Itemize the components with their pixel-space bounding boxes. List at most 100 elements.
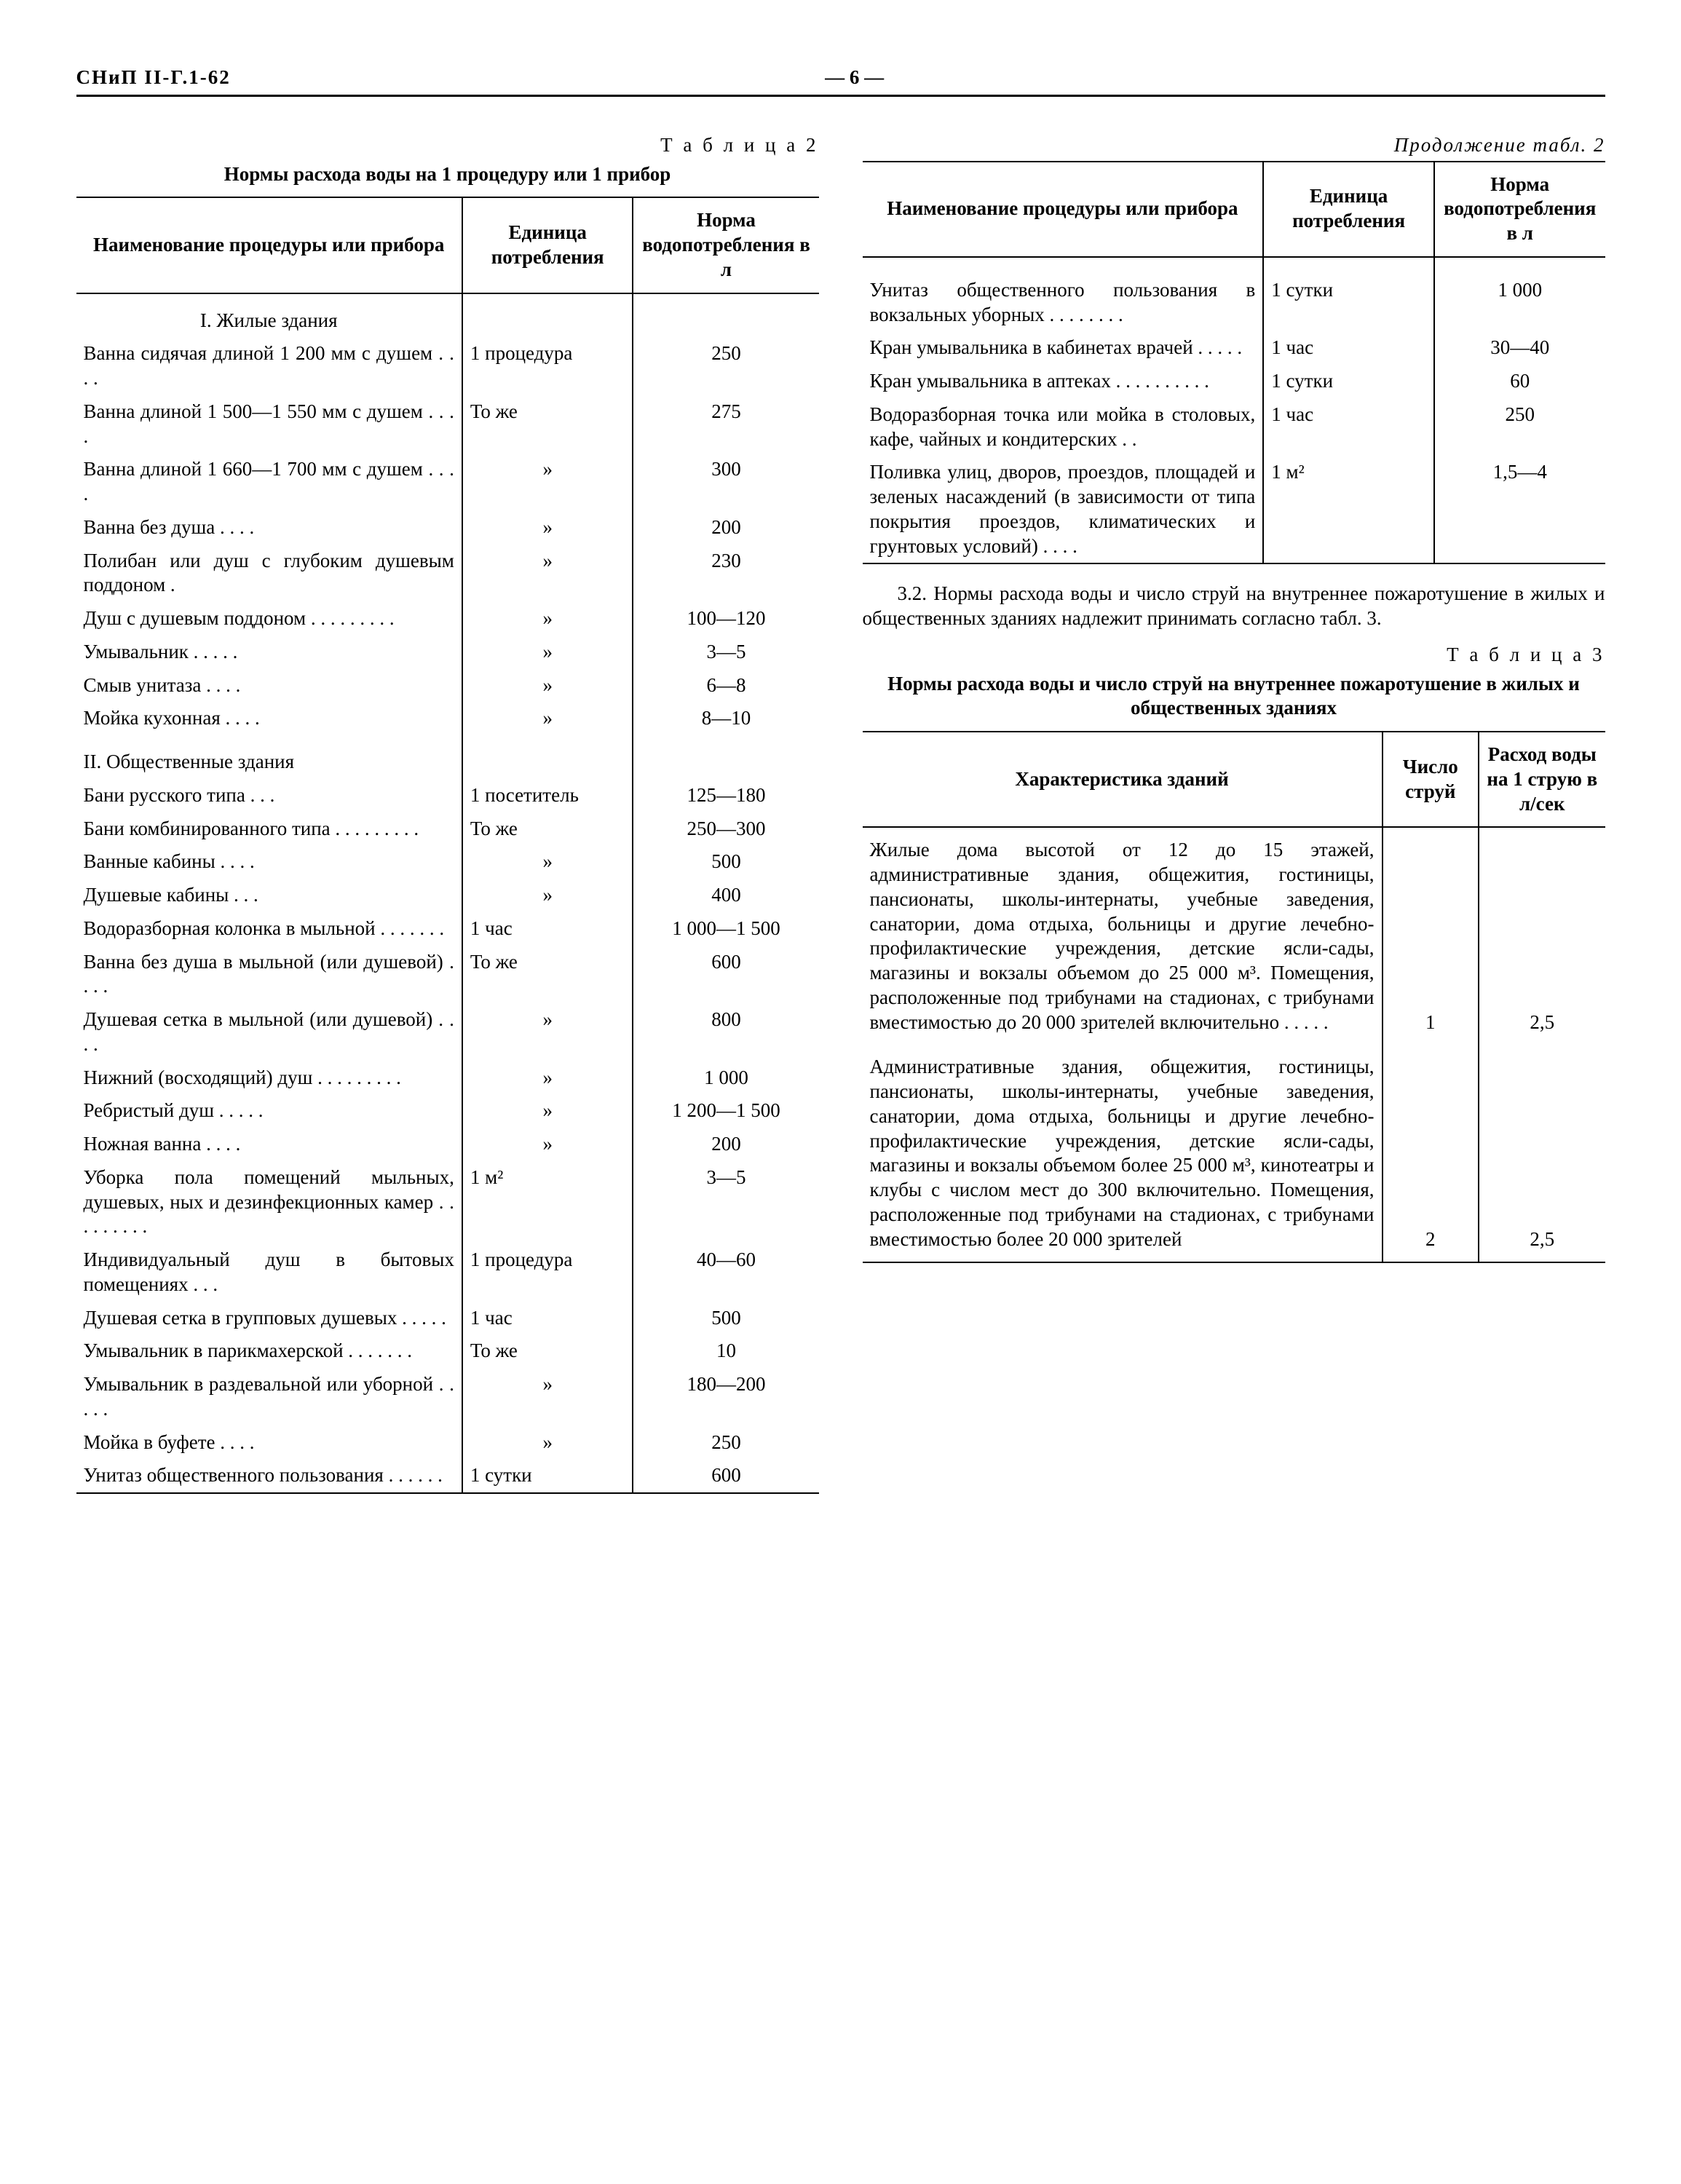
cell-name: Поливка улиц, дворов, проездов, площадей… xyxy=(863,456,1264,563)
cell-name: Ванные кабины . . . . xyxy=(76,845,462,879)
page-header: СНиП II-Г.1-62 — 6 — СНиП II-Г.1-62 xyxy=(76,66,1605,97)
cell-unit: » xyxy=(462,1003,633,1061)
cell-unit: 1 процедура xyxy=(462,1243,633,1302)
cell-unit: » xyxy=(462,1128,633,1161)
cell-unit: 1 сутки xyxy=(462,1459,633,1493)
cell-value: 40—60 xyxy=(633,1243,818,1302)
cell-unit: То же xyxy=(462,395,633,454)
cell-name: Ребристый душ . . . . . xyxy=(76,1094,462,1128)
table-row: Умывальник . . . . .»3—5 xyxy=(76,636,819,669)
cell-value: 1 000—1 500 xyxy=(633,912,818,946)
table-row: Водоразборная точка или мойка в столовых… xyxy=(863,398,1605,456)
cell-unit: То же xyxy=(462,946,633,1004)
cell-name: Ванна без душа . . . . xyxy=(76,511,462,545)
cell-unit: » xyxy=(462,1061,633,1095)
page-number: — 6 — xyxy=(825,66,884,90)
cell-value: 600 xyxy=(633,946,818,1004)
table-row: Водоразборная колонка в мыльной . . . . … xyxy=(76,912,819,946)
cell-name: Душевая сетка в групповых душевых . . . … xyxy=(76,1302,462,1335)
cell-value: 800 xyxy=(633,1003,818,1061)
table-row: Унитаз общественного пользования в вокза… xyxy=(863,274,1605,332)
right-column: Продолжение табл. 2 Наименование процеду… xyxy=(863,126,1605,1494)
table-row: Ванна без душа в мыльной (или душевой) .… xyxy=(76,946,819,1004)
table-row: Душ с душевым поддоном . . . . . . . . .… xyxy=(76,602,819,636)
t2-col1: Наименование процедуры или прибора xyxy=(76,197,462,293)
table-row: Мойка кухонная . . . .»8—10 xyxy=(76,702,819,735)
table-row: Мойка в буфете . . . .»250 xyxy=(76,1426,819,1460)
cell-name: Нижний (восходящий) душ . . . . . . . . … xyxy=(76,1061,462,1095)
cell-value: 100—120 xyxy=(633,602,818,636)
cell-name: Ванна длиной 1 660—1 700 мм с душем . . … xyxy=(76,453,462,511)
cell-unit: 1 час xyxy=(462,912,633,946)
cell-description: Административные здания, общежития, гост… xyxy=(863,1045,1383,1262)
table-row: Смыв унитаза . . . .»6—8 xyxy=(76,669,819,703)
cell-name: Ванна без душа в мыльной (или душевой) .… xyxy=(76,946,462,1004)
table-row: Индивидуальный душ в бытовых помещениях … xyxy=(76,1243,819,1302)
cell-name: Индивидуальный душ в бытовых помещениях … xyxy=(76,1243,462,1302)
cell-unit: 1 м² xyxy=(1263,456,1434,563)
cell-name: Бани русского типа . . . xyxy=(76,779,462,812)
cell-name: Полибан или душ с глубоким душевым поддо… xyxy=(76,545,462,603)
cell-value: 180—200 xyxy=(633,1368,818,1426)
table2-header-row: Наименование процедуры или прибора Едини… xyxy=(76,197,819,293)
cell-value: 200 xyxy=(633,511,818,545)
cell-unit: 1 час xyxy=(1263,331,1434,365)
cell-value: 8—10 xyxy=(633,702,818,735)
cell-value: 250 xyxy=(633,1426,818,1460)
cell-value: 600 xyxy=(633,1459,818,1493)
table-row: Уборка пола помещений мыльных, душевых, … xyxy=(76,1161,819,1243)
table-row: Ребристый душ . . . . .»1 200—1 500 xyxy=(76,1094,819,1128)
table-row: Ванна длиной 1 500—1 550 мм с душем . . … xyxy=(76,395,819,454)
cell-unit: 1 сутки xyxy=(1263,274,1434,332)
table2-section-1: I. Жилые здания xyxy=(76,293,819,338)
cell-name: Мойка в буфете . . . . xyxy=(76,1426,462,1460)
cell-name: Мойка кухонная . . . . xyxy=(76,702,462,735)
cell-value: 500 xyxy=(633,1302,818,1335)
table-row: Полибан или душ с глубоким душевым поддо… xyxy=(76,545,819,603)
table2-cont-header-row: Наименование процедуры или прибора Едини… xyxy=(863,162,1605,257)
cell-unit: » xyxy=(462,1094,633,1128)
table2-label: Т а б л и ц а 2 xyxy=(76,133,819,158)
table-row: Ножная ванна . . . .»200 xyxy=(76,1128,819,1161)
cell-unit: » xyxy=(462,602,633,636)
t3-col3: Расход воды на 1 струю в л/сек xyxy=(1479,732,1605,827)
cell-value: 300 xyxy=(633,453,818,511)
cell-unit: » xyxy=(462,453,633,511)
table2-cont-label: Продолжение табл. 2 xyxy=(863,133,1605,158)
cell-value: 3—5 xyxy=(633,636,818,669)
cell-unit: То же xyxy=(462,1334,633,1368)
cell-unit: 1 м² xyxy=(462,1161,633,1243)
cell-unit: » xyxy=(462,1368,633,1426)
cell-value: 250 xyxy=(633,337,818,395)
cell-unit: » xyxy=(462,1426,633,1460)
table-row: Поливка улиц, дворов, проездов, площадей… xyxy=(863,456,1605,563)
cell-name: Умывальник в парикмахерской . . . . . . … xyxy=(76,1334,462,1368)
cell-name: Унитаз общественного пользования . . . .… xyxy=(76,1459,462,1493)
t2c-col1: Наименование процедуры или прибора xyxy=(863,162,1264,257)
table-row: Ванна сидячая длиной 1 200 мм с душем . … xyxy=(76,337,819,395)
cell-value: 275 xyxy=(633,395,818,454)
table-row: Душевая сетка в групповых душевых . . . … xyxy=(76,1302,819,1335)
cell-description: Жилые дома высотой от 12 до 15 этажей, а… xyxy=(863,827,1383,1045)
table-row: Ванна без душа . . . .»200 xyxy=(76,511,819,545)
cell-name: Бани комбинированного типа . . . . . . .… xyxy=(76,812,462,846)
cell-name: Унитаз общественного пользования в вокза… xyxy=(863,274,1264,332)
cell-value: 1,5—4 xyxy=(1434,456,1605,563)
cell-unit: 1 сутки xyxy=(1263,365,1434,398)
cell-unit: » xyxy=(462,636,633,669)
table-row: Жилые дома высотой от 12 до 15 этажей, а… xyxy=(863,827,1605,1045)
cell-name: Душевая сетка в мыльной (или душевой) . … xyxy=(76,1003,462,1061)
paragraph-3-2: 3.2. Нормы расхода воды и число струй на… xyxy=(863,582,1605,631)
cell-value: 1 000 xyxy=(633,1061,818,1095)
cell-flow: 2,5 xyxy=(1479,1045,1605,1262)
cell-value: 1 200—1 500 xyxy=(633,1094,818,1128)
cell-unit: » xyxy=(462,702,633,735)
cell-value: 3—5 xyxy=(633,1161,818,1243)
cell-unit: 1 час xyxy=(1263,398,1434,456)
cell-value: 125—180 xyxy=(633,779,818,812)
cell-value: 500 xyxy=(633,845,818,879)
cell-unit: » xyxy=(462,545,633,603)
cell-value: 60 xyxy=(1434,365,1605,398)
table-row: Ванна длиной 1 660—1 700 мм с душем . . … xyxy=(76,453,819,511)
cell-name: Смыв унитаза . . . . xyxy=(76,669,462,703)
